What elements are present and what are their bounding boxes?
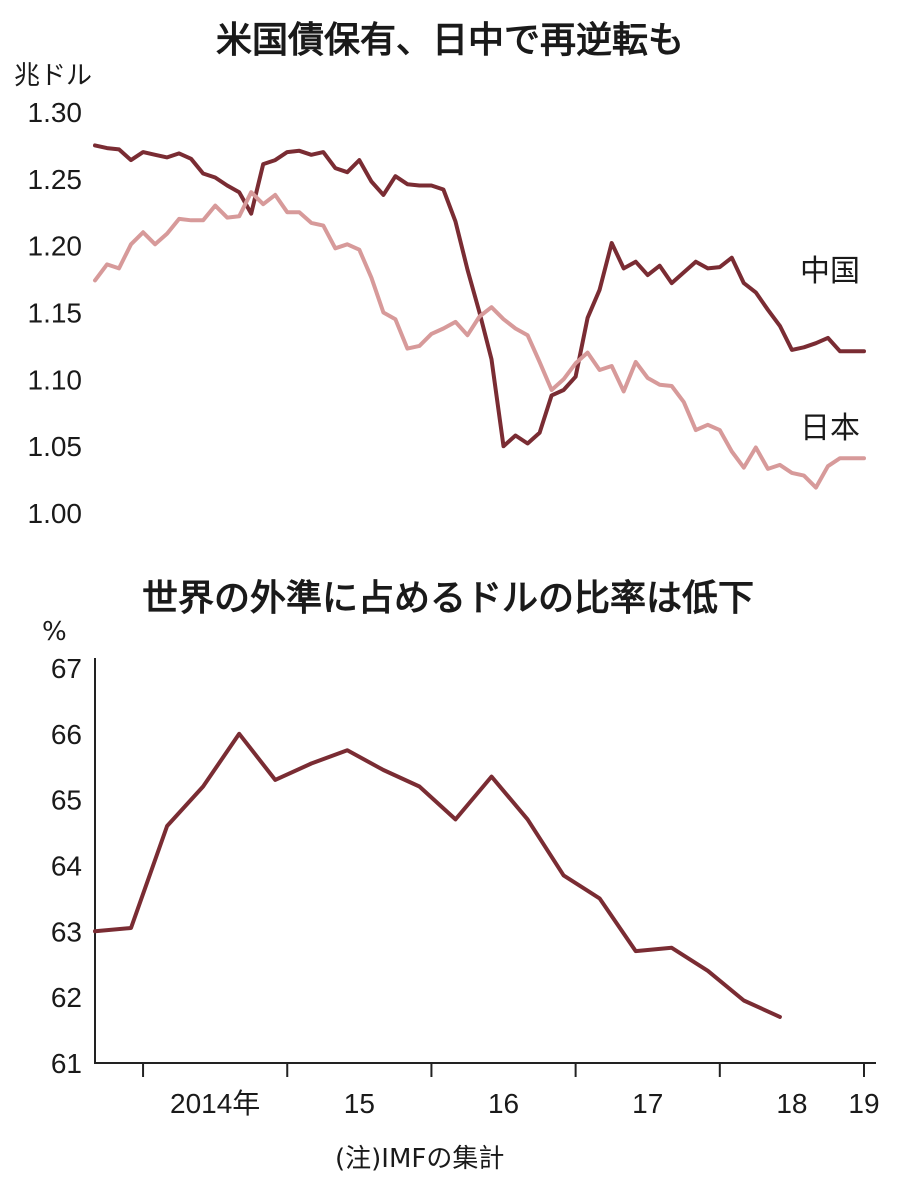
source-note: (注)IMFの集計 xyxy=(335,1144,504,1174)
bottom-y-tick-label: 64 xyxy=(51,851,82,882)
bottom-x-ticks: 2014年 15 16 17 18 19 xyxy=(142,1063,880,1119)
bottom-x-tick-label: 18 xyxy=(776,1088,807,1119)
top-y-tick-label: 1.00 xyxy=(28,498,83,529)
bottom-x-tick-label: 2014年 xyxy=(170,1088,260,1119)
top-y-ticks: 1.30 1.25 1.20 1.15 1.10 1.05 1.00 xyxy=(28,97,83,529)
bottom-x-tick-label: 17 xyxy=(632,1088,663,1119)
series-label-china: 中国 xyxy=(800,254,860,289)
top-chart-title: 米国債保有、日中で再逆転も xyxy=(216,20,684,61)
bottom-x-tick-label: 19 xyxy=(848,1088,879,1119)
series-label-japan: 日本 xyxy=(800,411,860,446)
top-y-tick-label: 1.25 xyxy=(28,164,83,195)
bottom-x-tick-label: 15 xyxy=(344,1088,375,1119)
top-y-tick-label: 1.20 xyxy=(28,231,83,262)
bottom-y-tick-label: 62 xyxy=(51,982,82,1013)
top-y-tick-label: 1.30 xyxy=(28,97,83,128)
bottom-chart-title: 世界の外準に占めるドルの比率は低下 xyxy=(142,578,754,619)
top-series-lines xyxy=(93,143,866,490)
bottom-y-tick-label: 65 xyxy=(51,785,82,816)
bottom-y-tick-label: 63 xyxy=(51,916,82,947)
bottom-chart-unit: % xyxy=(42,617,67,647)
top-y-tick-label: 1.05 xyxy=(28,431,83,462)
top-series-line-0 xyxy=(93,143,866,449)
bottom-series-line-0 xyxy=(93,731,782,1019)
top-y-tick-label: 1.10 xyxy=(28,364,83,395)
bottom-y-ticks: 67 66 65 64 63 62 61 xyxy=(51,653,82,1079)
bottom-y-tick-label: 66 xyxy=(51,719,82,750)
bottom-chart-axis xyxy=(94,658,876,1064)
top-y-tick-label: 1.15 xyxy=(28,298,83,329)
bottom-x-tick-label: 16 xyxy=(488,1088,519,1119)
bottom-y-tick-label: 67 xyxy=(51,653,82,684)
top-series-line-1 xyxy=(93,190,866,490)
bottom-y-tick-label: 61 xyxy=(51,1048,82,1079)
bottom-series-lines xyxy=(93,731,782,1019)
top-chart-unit: 兆ドル xyxy=(14,61,92,91)
